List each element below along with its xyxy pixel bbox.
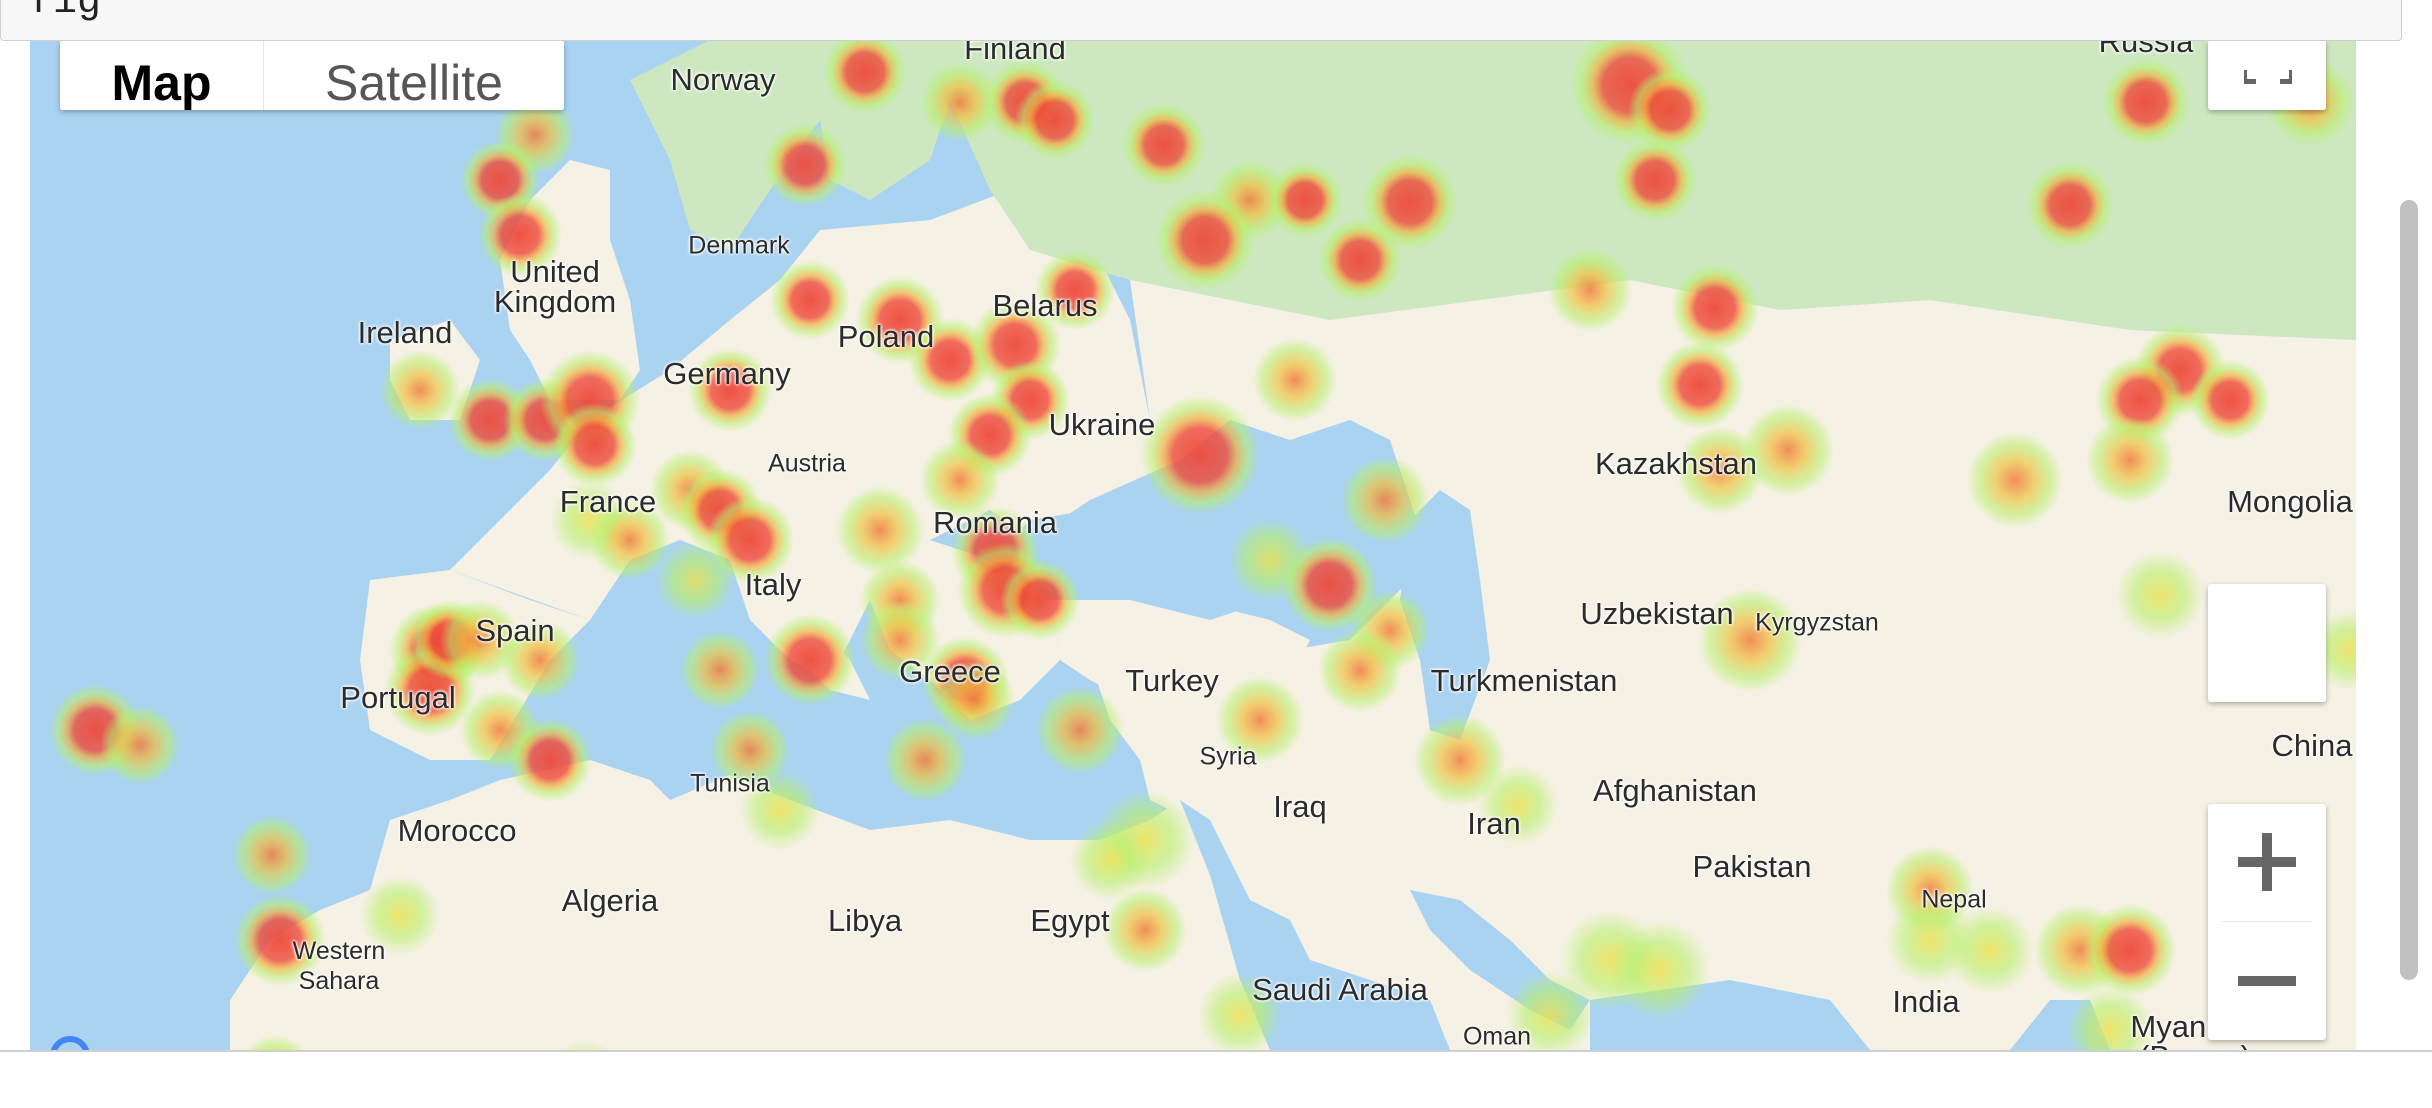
- label-india: India: [1892, 984, 1960, 1019]
- label-iraq: Iraq: [1273, 789, 1327, 824]
- zoom-control: [2208, 804, 2326, 1040]
- satellite-view-label: Satellite: [325, 55, 503, 110]
- map-view-label: Map: [111, 55, 212, 110]
- fullscreen-button[interactable]: [2208, 40, 2326, 110]
- label-china: China: [2271, 728, 2353, 763]
- map-type-control: Map Satellite: [60, 40, 564, 110]
- label-spain: Spain: [475, 613, 555, 648]
- label-saudi-arabia: Saudi Arabia: [1252, 972, 1428, 1007]
- label-uzbekistan: Uzbekistan: [1580, 596, 1734, 631]
- label-iran: Iran: [1467, 806, 1521, 841]
- zoom-in-button[interactable]: [2208, 804, 2326, 921]
- label-algeria: Algeria: [561, 883, 659, 918]
- label-romania: Romania: [932, 505, 1058, 540]
- label-united-kingdom: United Kingdom: [493, 254, 617, 319]
- street-view-control[interactable]: [2208, 584, 2326, 702]
- label-germany: Germany: [663, 356, 791, 391]
- label-poland: Poland: [837, 319, 935, 354]
- label-western-sahara: Western Sahara: [292, 937, 386, 995]
- map-view-button[interactable]: Map: [60, 40, 264, 110]
- label-turkey: Turkey: [1125, 663, 1219, 698]
- label-russia: Russia: [2098, 40, 2194, 59]
- land-africa: [230, 760, 1270, 1050]
- zoom-out-button[interactable]: [2208, 922, 2326, 1039]
- label-turkmenistan: Turkmenistan: [1430, 663, 1618, 698]
- label-ukraine: Ukraine: [1048, 407, 1156, 442]
- label-denmark: Denmark: [688, 231, 790, 260]
- code-cell[interactable]: fig: [0, 0, 2402, 41]
- label-portugal: Portugal: [340, 680, 456, 715]
- label-afghanistan: Afghanistan: [1593, 773, 1757, 808]
- land-turkey: [1050, 580, 1310, 700]
- label-libya: Libya: [827, 903, 903, 938]
- red-sea: [1180, 800, 1330, 1050]
- label-italy: Italy: [744, 567, 802, 602]
- caspian-sea: [1400, 490, 1490, 740]
- label-kyrgyzstan: Kyrgyzstan: [1755, 608, 1879, 637]
- label-mongolia: Mongolia: [2227, 484, 2353, 519]
- label-tunisia: Tunisia: [690, 769, 770, 798]
- fullscreen-icon: [2244, 70, 2292, 84]
- label-norway: Norway: [670, 62, 776, 97]
- country-labels: Finland Norway Russia Denmark United Kin…: [30, 40, 2356, 1050]
- label-austria: Austria: [768, 449, 846, 478]
- label-greece: Greece: [899, 654, 1001, 689]
- label-nepal: Nepal: [1921, 885, 1987, 914]
- code-text: fig: [29, 0, 102, 25]
- label-pakistan: Pakistan: [1692, 849, 1812, 884]
- label-oman: Oman: [1462, 1022, 1532, 1051]
- label-kazakhstan: Kazakhstan: [1595, 446, 1757, 481]
- label-belarus: Belarus: [992, 288, 1098, 323]
- label-ireland: Ireland: [357, 315, 453, 350]
- map-widget[interactable]: Finland Norway Russia Denmark United Kin…: [30, 40, 2356, 1050]
- label-france: France: [559, 484, 657, 519]
- label-egypt: Egypt: [1030, 903, 1110, 938]
- label-morocco: Morocco: [397, 813, 517, 848]
- cell-bottom-border: [0, 1050, 2432, 1072]
- label-finland: Finland: [964, 40, 1066, 66]
- satellite-view-button[interactable]: Satellite: [264, 40, 564, 110]
- scrollbar-thumb[interactable]: [2400, 200, 2418, 980]
- zoom-divider: [2222, 921, 2312, 922]
- label-syria: Syria: [1199, 742, 1257, 771]
